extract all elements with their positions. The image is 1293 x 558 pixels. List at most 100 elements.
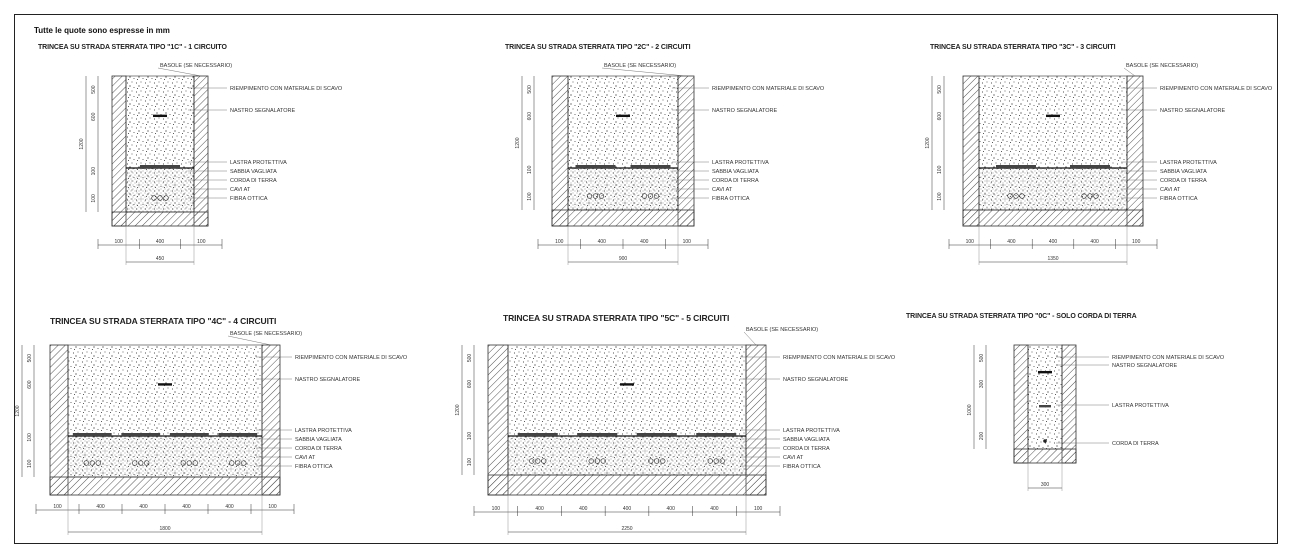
protective-slab xyxy=(121,433,161,436)
left-wall xyxy=(111,75,127,227)
dim-total: 2250 xyxy=(621,526,632,532)
dim-value: 400 xyxy=(598,239,607,245)
protective-slab xyxy=(636,433,677,436)
callout-label: CORDA DI TERRA xyxy=(1160,178,1207,184)
top-label: BASOLE (SE NECESSARIO) xyxy=(160,63,232,69)
cable xyxy=(180,460,186,466)
cable xyxy=(586,193,593,199)
cable xyxy=(95,460,101,466)
callout-label: SABBIA VAGLIATA xyxy=(783,437,830,443)
cable xyxy=(144,460,150,466)
bottom-soil xyxy=(49,476,281,496)
callout-label: CAVI AT xyxy=(295,455,316,461)
dim-value: 600 xyxy=(937,112,943,121)
dim-value: 200 xyxy=(979,432,985,441)
sand-bed xyxy=(508,436,746,475)
protective-slab xyxy=(575,165,616,168)
dim-value: 100 xyxy=(1132,239,1141,245)
warning-tape xyxy=(620,383,634,386)
callout-label: NASTRO SEGNALATORE xyxy=(1160,108,1226,114)
cable xyxy=(1019,193,1025,199)
callout-label: SABBIA VAGLIATA xyxy=(230,169,277,175)
cable xyxy=(151,195,157,201)
dim-value: 100 xyxy=(91,167,97,176)
cable xyxy=(600,458,606,464)
dim-value: 100 xyxy=(114,239,123,245)
section-title: TRINCEA SU STRADA STERRATA TIPO "1C" - 1… xyxy=(38,44,227,51)
protective-slab xyxy=(1070,165,1110,168)
callout-label: LASTRA PROTETTIVA xyxy=(295,428,352,434)
bottom-soil xyxy=(111,211,209,227)
protective-slab xyxy=(517,433,558,436)
dim-value: 400 xyxy=(156,239,165,245)
cable xyxy=(713,458,719,464)
dim-value: 400 xyxy=(1007,239,1016,245)
warning-tape xyxy=(1046,114,1060,118)
callout-label: CAVI AT xyxy=(1160,187,1181,193)
callout-label: SABBIA VAGLIATA xyxy=(712,169,759,175)
callout-label: RIEMPIMENTO CON MATERIALE DI SCAVO xyxy=(1160,86,1273,92)
callout-label: NASTRO SEGNALATORE xyxy=(712,108,778,114)
dim-value: 1200 xyxy=(455,404,461,415)
callout-label: RIEMPIMENTO CON MATERIALE DI SCAVO xyxy=(1112,355,1225,361)
dim-value: 600 xyxy=(91,112,97,121)
cable xyxy=(1013,193,1019,199)
dim-value: 100 xyxy=(966,239,975,245)
cable xyxy=(235,460,241,466)
callout-label: NASTRO SEGNALATORE xyxy=(230,108,296,114)
dim-value: 400 xyxy=(182,504,191,510)
dim-value: 400 xyxy=(225,504,234,510)
callout-label: CORDA DI TERRA xyxy=(230,178,277,184)
dim-value: 100 xyxy=(268,504,277,510)
callout-label: LASTRA PROTETTIVA xyxy=(1160,160,1217,166)
top-label: BASOLE (SE NECESSARIO) xyxy=(604,63,676,69)
cable xyxy=(186,460,192,466)
dim-value: 400 xyxy=(710,506,719,512)
dim-value: 500 xyxy=(527,85,533,94)
callout-label: SABBIA VAGLIATA xyxy=(1160,169,1207,175)
dim-value: 400 xyxy=(667,506,676,512)
dim-value: 500 xyxy=(979,354,985,363)
dim-value: 100 xyxy=(197,239,206,245)
dim-value: 400 xyxy=(139,504,148,510)
bottom-soil xyxy=(962,209,1144,227)
dim-total: 900 xyxy=(619,256,628,262)
dim-value: 1000 xyxy=(967,404,973,415)
dim-value: 100 xyxy=(91,194,97,203)
dim-value: 100 xyxy=(27,433,33,442)
protective-slab xyxy=(577,433,618,436)
callout-label: CORDA DI TERRA xyxy=(295,446,342,452)
bottom-soil xyxy=(1013,448,1077,464)
callout-label: CORDA DI TERRA xyxy=(1112,441,1159,447)
dim-value: 400 xyxy=(1049,239,1058,245)
protective-slab xyxy=(696,433,737,436)
callout-label: NASTRO SEGNALATORE xyxy=(783,377,849,383)
cable xyxy=(157,195,163,201)
dim-value: 600 xyxy=(527,112,533,121)
dim-value: 100 xyxy=(53,504,62,510)
units-note: Tutte le quote sono espresse in mm xyxy=(34,26,170,35)
dim-total: 300 xyxy=(1041,482,1050,488)
earth-rope xyxy=(1043,439,1047,443)
sand-bed xyxy=(979,168,1127,210)
callout-label: LASTRA PROTETTIVA xyxy=(712,160,769,166)
dim-value: 400 xyxy=(535,506,544,512)
cable xyxy=(138,460,144,466)
cable xyxy=(1007,193,1013,199)
callout-label: CAVI AT xyxy=(712,187,733,193)
dim-value: 1200 xyxy=(79,138,85,149)
left-wall xyxy=(1013,344,1029,464)
cable xyxy=(229,460,235,466)
leader xyxy=(1123,67,1136,77)
bottom-soil xyxy=(487,474,767,496)
cable xyxy=(132,460,138,466)
callout-label: RIEMPIMENTO CON MATERIALE DI SCAVO xyxy=(230,86,343,92)
callout-label: CAVI AT xyxy=(783,455,804,461)
callout-label: FIBRA OTTICA xyxy=(295,464,333,470)
callout-label: RIEMPIMENTO CON MATERIALE DI SCAVO xyxy=(783,355,896,361)
